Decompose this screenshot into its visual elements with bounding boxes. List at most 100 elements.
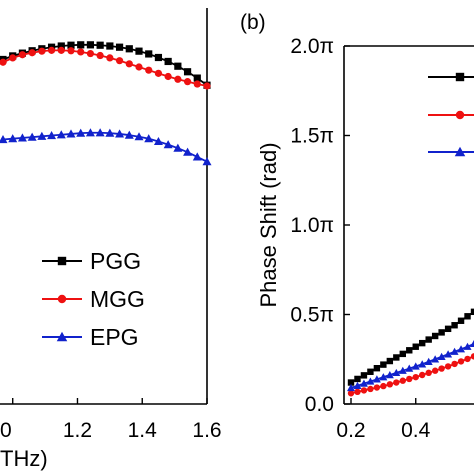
panel-b-data-point	[419, 339, 426, 347]
panel-b-data-point	[451, 360, 458, 368]
panel-a-data-point	[77, 48, 85, 56]
panel-b-data-point	[406, 375, 413, 383]
panel-b-data-point	[457, 345, 466, 353]
panel-b-y-tick-label: 1.0π	[290, 214, 334, 237]
panel-a-data-point	[174, 62, 182, 70]
panel-b-data-point	[470, 353, 474, 360]
panel-b-data-point	[431, 367, 439, 374]
panel-a-data-point	[203, 82, 211, 90]
legend-label-mgg: MGG	[90, 286, 145, 312]
panel-b-data-point	[419, 371, 426, 379]
panel-a-x-tick-label: 1.4	[128, 419, 158, 442]
panel-b-data-point	[444, 363, 452, 370]
panel-b-data-point	[393, 379, 400, 386]
panel-a-data-point	[192, 152, 202, 161]
panel-a-data-point	[28, 49, 36, 57]
panel-a: 0 1.2 1.4 1.6 THz) PGG MGG EPG	[0, 8, 222, 471]
panel-b-x-tick-label: 0.2	[336, 419, 365, 442]
panel-b-data-point	[425, 336, 432, 343]
panel-a-data-point	[0, 58, 7, 66]
panel-b-data-point	[450, 347, 459, 355]
panel-a-series-line-epg	[2, 131, 208, 163]
panel-b-data-point	[457, 317, 465, 324]
panel-a-data-point	[115, 43, 124, 51]
panel-b-data-point	[360, 372, 368, 379]
panel-b-data-point	[373, 365, 381, 372]
panel-b-data-point	[360, 387, 368, 394]
panel-b-data-point	[398, 366, 407, 374]
panel-b-data-point	[367, 385, 374, 393]
panel-b-y-axis-label: Phase Shift (rad)	[256, 142, 281, 307]
panel-a-data-point	[183, 78, 192, 86]
panel-b-data-point	[347, 379, 355, 386]
legend-marker-pgg	[57, 256, 67, 266]
panel-b-x-tick-label: 0.4	[401, 419, 431, 442]
panel-b-data-point	[347, 390, 355, 397]
panel-b-data-point	[380, 382, 387, 390]
panel-a-data-point	[145, 50, 153, 58]
panel-a-data-point	[115, 57, 124, 65]
panel-a-data-point	[134, 132, 144, 141]
panel-a-data-point	[66, 129, 76, 138]
panel-a-data-point	[86, 41, 95, 49]
panel-a-data-point	[183, 68, 192, 76]
panel-a-data-point	[153, 136, 163, 146]
panel-a-x-axis-label: THz)	[0, 446, 48, 471]
panel-a-data-point	[154, 69, 163, 77]
panel-a-data-point	[56, 130, 66, 139]
panel-a-data-point	[37, 131, 47, 140]
panel-b-y-tick-label: 1.5π	[290, 125, 334, 148]
panel-a-data-point	[173, 143, 183, 152]
panel-b-data-point	[444, 325, 452, 333]
panel-b-legend-marker-2	[455, 110, 465, 120]
panel-b-data-point	[464, 313, 471, 320]
panel-b-data-point	[424, 357, 433, 365]
panel-b-legend-marker-3	[454, 146, 466, 157]
panel-a-data-point	[183, 147, 193, 156]
panel-b-data-point	[367, 368, 374, 375]
panel-b-data-point	[451, 322, 458, 329]
panel-b-data-point	[412, 343, 419, 350]
panel-a-x-tick-label: 1.2	[63, 419, 92, 442]
panel-a-data-point	[105, 128, 115, 137]
panel-a-data-point	[193, 74, 201, 82]
panel-b-data-point	[411, 362, 420, 370]
panel-b-data-point	[359, 379, 368, 387]
legend-label-epg: EPG	[90, 324, 139, 350]
panel-a-data-point	[86, 49, 95, 58]
panel-b-data-point	[386, 357, 394, 365]
panel-a-legend: PGG MGG EPG	[42, 248, 145, 350]
panel-b-data-point	[380, 361, 387, 368]
panel-b-x-ticks: 0.2 0.4	[336, 398, 431, 442]
panel-a-data-point	[144, 134, 154, 143]
panel-a-data-point	[47, 46, 56, 54]
panel-a-data-point	[135, 63, 143, 71]
panel-a-data-point	[76, 128, 86, 137]
panel-a-x-tick-label: 0	[0, 419, 12, 442]
panel-a-data-point	[57, 46, 65, 54]
panel-b-data-point	[347, 383, 355, 392]
panel-b-data-point	[372, 375, 381, 383]
panel-a-data-point	[96, 51, 104, 60]
panel-a-data-point	[164, 72, 172, 81]
panel-a-data-point	[202, 157, 212, 166]
panel-b-label: (b)	[240, 11, 266, 34]
panel-a-data-point	[125, 45, 133, 53]
panel-a-series-line-pgg	[2, 43, 208, 86]
panel-a-data-point	[18, 51, 27, 59]
panel-b-data-point	[438, 365, 445, 372]
panel-a-data-point	[85, 128, 95, 137]
panel-b-data-point	[399, 350, 406, 358]
panel-a-data-point	[17, 133, 27, 142]
panel-b-data-point	[366, 377, 375, 385]
panel-b-data-point	[354, 375, 361, 383]
panel-b-legend-marker-1	[455, 72, 465, 82]
panel-b-data-point	[385, 371, 394, 379]
panel-b-data-point	[353, 381, 362, 389]
panel-b: (b) 0.0 0.5π 1.0π 1.5π 2.0π 0.2 0.4 Phase Shi…	[240, 11, 474, 442]
panel-a-x-tick-label: 1.6	[192, 419, 221, 442]
panel-b-data-point	[405, 364, 414, 372]
panel-b-data-point	[470, 308, 474, 316]
panel-a-data-point	[57, 42, 65, 50]
panel-b-data-point	[392, 368, 401, 377]
